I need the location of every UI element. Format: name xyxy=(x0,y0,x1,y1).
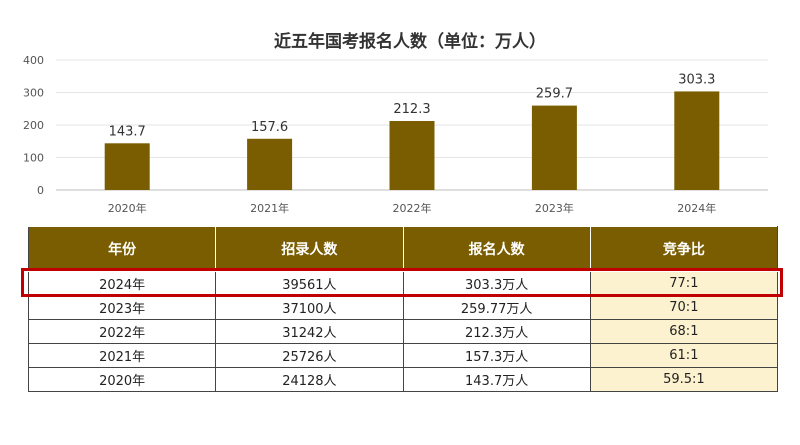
table-header-row: 年份 招录人数 报名人数 竞争比 xyxy=(27,226,779,272)
x-tick-label: 2024年 xyxy=(677,201,716,215)
bar xyxy=(104,143,150,190)
cell-applicants: 157.3万人 xyxy=(402,343,591,368)
x-axis-ticks: 2020年 2021年 2022年 2023年 2024年 xyxy=(108,201,717,215)
cell-ratio: 59.5:1 xyxy=(589,367,779,392)
cell-recruits: 25726人 xyxy=(215,343,404,368)
cell-year: 2020年 xyxy=(27,367,217,392)
cell-ratio: 70:1 xyxy=(589,295,779,320)
registration-table: 年份 招录人数 报名人数 竞争比 2024年 39561人 303.3万人 77… xyxy=(27,226,779,392)
table-row: 2024年 39561人 303.3万人 77:1 xyxy=(27,271,779,296)
y-tick-label: 200 xyxy=(23,119,44,132)
cell-recruits: 24128人 xyxy=(215,367,404,392)
cell-year: 2021年 xyxy=(27,343,217,368)
data-labels: 143.7 157.6 212.3 259.7 303.3 xyxy=(109,72,716,139)
data-label: 303.3 xyxy=(678,72,715,87)
cell-ratio: 77:1 xyxy=(589,271,779,296)
header-recruits: 招录人数 xyxy=(215,226,404,272)
data-label: 259.7 xyxy=(536,87,573,102)
chart-title: 近五年国考报名人数（单位：万人） xyxy=(274,31,546,52)
registration-table-container: 年份 招录人数 报名人数 竞争比 2024年 39561人 303.3万人 77… xyxy=(27,226,779,392)
header-year: 年份 xyxy=(27,226,217,272)
cell-applicants: 212.3万人 xyxy=(402,319,591,344)
data-label: 157.6 xyxy=(251,120,288,135)
bar xyxy=(389,121,435,190)
bar-chart: 近五年国考报名人数（单位：万人） 0 100 200 300 400 143.7 157.… xyxy=(23,31,768,215)
cell-ratio: 68:1 xyxy=(589,319,779,344)
bar xyxy=(674,91,720,190)
cell-year: 2024年 xyxy=(27,271,217,296)
cell-applicants: 259.77万人 xyxy=(402,295,591,320)
y-tick-label: 300 xyxy=(23,87,44,100)
cell-applicants: 303.3万人 xyxy=(402,271,591,296)
table-row: 2021年 25726人 157.3万人 61:1 xyxy=(27,343,779,368)
table-row: 2020年 24128人 143.7万人 59.5:1 xyxy=(27,367,779,392)
cell-year: 2023年 xyxy=(27,295,217,320)
y-tick-label: 100 xyxy=(23,152,44,165)
bar xyxy=(247,138,293,190)
bar xyxy=(531,105,577,190)
header-ratio: 竞争比 xyxy=(589,226,779,272)
data-label: 212.3 xyxy=(393,102,430,117)
x-tick-label: 2022年 xyxy=(393,201,432,215)
y-tick-label: 400 xyxy=(23,54,44,67)
table-row: 2022年 31242人 212.3万人 68:1 xyxy=(27,319,779,344)
cell-ratio: 61:1 xyxy=(589,343,779,368)
cell-recruits: 31242人 xyxy=(215,319,404,344)
y-tick-label: 0 xyxy=(37,184,44,197)
y-axis-ticks: 0 100 200 300 400 xyxy=(23,54,44,197)
x-tick-label: 2021年 xyxy=(250,201,289,215)
x-tick-label: 2023年 xyxy=(535,201,574,215)
cell-applicants: 143.7万人 xyxy=(402,367,591,392)
cell-recruits: 39561人 xyxy=(215,271,404,296)
cell-year: 2022年 xyxy=(27,319,217,344)
data-label: 143.7 xyxy=(109,124,146,139)
bar-series xyxy=(104,91,720,190)
cell-recruits: 37100人 xyxy=(215,295,404,320)
table-row: 2023年 37100人 259.77万人 70:1 xyxy=(27,295,779,320)
x-tick-label: 2020年 xyxy=(108,201,147,215)
header-applicants: 报名人数 xyxy=(402,226,591,272)
